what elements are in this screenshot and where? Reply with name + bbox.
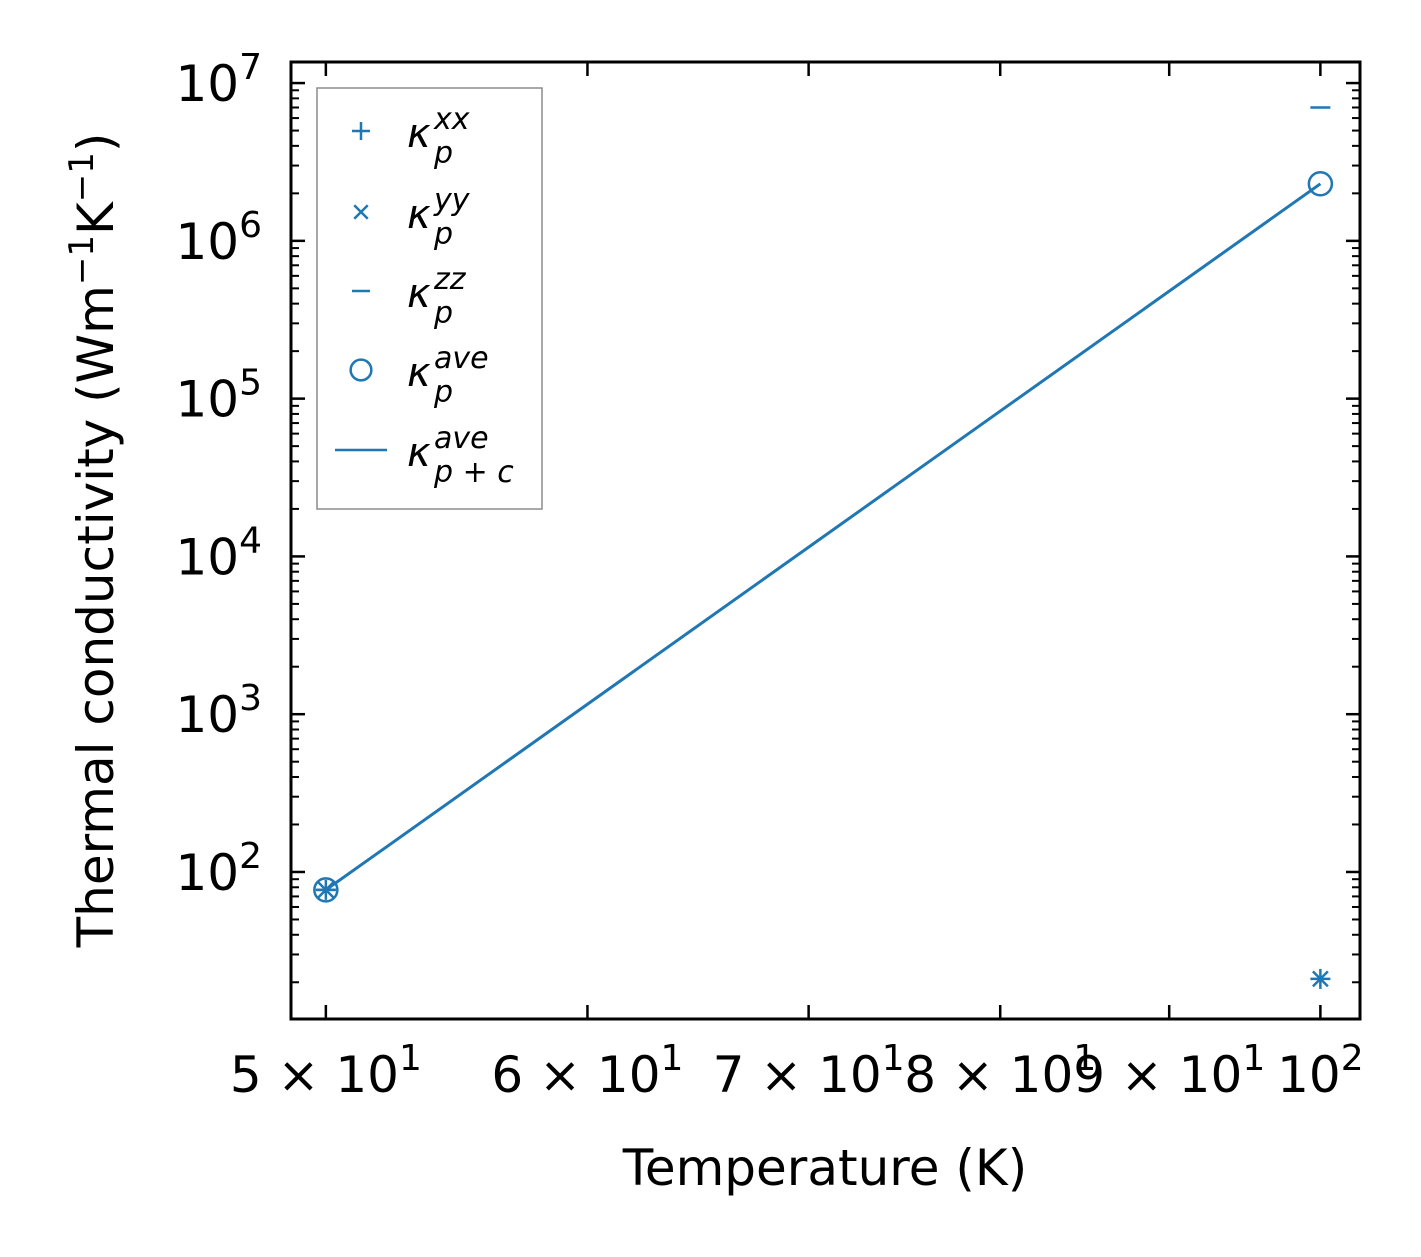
x-tick-label: 6 × 101	[491, 1038, 683, 1104]
point-kave	[1307, 171, 1334, 197]
legend-marker-kxx	[352, 122, 370, 140]
y-tick-label: 105	[175, 363, 262, 429]
y-tick-labels: 102 103 104 105 106 107	[175, 47, 262, 902]
y-axis-title: Thermal conductivity (Wm−1K−1)	[62, 133, 125, 949]
legend-label-kxx: κ	[407, 111, 431, 157]
y-tick-label: 102	[175, 836, 262, 902]
legend-label-kave: κ	[407, 350, 431, 396]
point-kave	[313, 877, 339, 903]
legend-entry-kxx: κ xxp	[352, 102, 470, 171]
legend-entry-kyy: κ yyp	[353, 183, 471, 252]
legend-label-sub: p	[433, 217, 453, 252]
legend-label-sup: xx	[433, 102, 470, 137]
series-layer	[313, 106, 1334, 989]
legend-box	[316, 87, 543, 510]
legend-label-sup: yy	[433, 183, 471, 218]
legend-label-sup: ave	[434, 421, 489, 456]
x-tick-label: 8 × 101	[904, 1038, 1096, 1104]
y-tick-label: 104	[175, 520, 262, 586]
legend-label-sub: p	[433, 296, 453, 331]
legend-label-kzz: κ	[407, 271, 431, 317]
y-tick-label: 107	[175, 47, 262, 113]
x-tick-label: 102	[1277, 1038, 1364, 1104]
legend-label-sub: p	[433, 375, 453, 410]
legend-marker-kave	[349, 358, 373, 382]
legend-entry-kzz: κ zzp	[352, 262, 467, 331]
x-tick-label: 7 × 101	[713, 1038, 905, 1104]
major-ticks	[291, 62, 1360, 1019]
y-tick-label: 106	[175, 205, 262, 271]
y-tick-label: 103	[175, 678, 262, 744]
legend-label-kyy: κ	[407, 192, 431, 238]
series-line-kpc	[325, 182, 1322, 892]
legend-label-sup: ave	[434, 341, 489, 376]
x-tick-label: 9 × 101	[1073, 1038, 1265, 1104]
x-tick-label: 5 × 101	[230, 1038, 422, 1104]
point-kyy	[1311, 970, 1329, 988]
legend-label-sub: p	[433, 136, 453, 171]
plot-frame	[289, 60, 1362, 1021]
legend-label-sup: zz	[433, 262, 467, 297]
x-axis-title: Temperature (K)	[622, 1139, 1027, 1197]
legend-label-sub: p + c	[433, 455, 514, 490]
legend-marker-kyy	[353, 204, 369, 220]
legend-label-kpc: κ	[407, 430, 431, 476]
